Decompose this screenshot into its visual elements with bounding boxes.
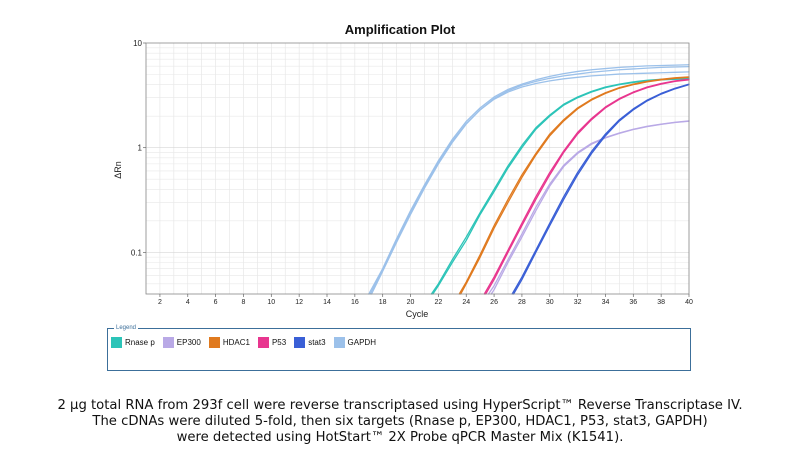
x-tick-label: 8 [242, 299, 246, 306]
curve-p53 [483, 78, 690, 295]
legend-item: HDAC1 [208, 337, 250, 348]
x-tick-label: 12 [295, 299, 303, 306]
curve-stat3 [511, 83, 690, 295]
grid [145, 43, 690, 295]
curve-rnase-p [432, 78, 690, 295]
legend: Legend Rnase p EP300 HDAC1 P53 stat3 GAPDH [107, 323, 691, 371]
x-tick-label: 20 [407, 299, 415, 306]
legend-label: P53 [271, 338, 287, 347]
legend-item: EP300 [162, 337, 201, 348]
x-tick-label: 24 [462, 299, 470, 306]
y-tick-label: 1 [138, 144, 143, 153]
curve-gapdh [368, 64, 690, 295]
curve-gapdh [370, 65, 690, 295]
legend-label: Rnase p [125, 338, 155, 347]
x-tick-label: 18 [379, 299, 387, 306]
amplification-plot: Amplification Plot ΔRn Cycle 2 4 6 8 10 12 14 1… [113, 22, 693, 319]
amplification-curves [368, 64, 690, 295]
x-tick-label: 32 [574, 299, 582, 306]
legend-item: P53 [257, 337, 287, 348]
legend-caption: Legend [114, 323, 139, 333]
curve-ep300 [487, 120, 690, 295]
x-tick-label: 36 [629, 299, 637, 306]
legend-label: GAPDH [347, 338, 376, 347]
caption-line-2: The cDNAs were diluted 5-fold, then six … [92, 414, 708, 429]
x-axis-title: Cycle [406, 309, 429, 319]
curve-rnase-p [430, 77, 690, 295]
y-tick-label: 10 [133, 39, 142, 48]
legend-swatch [294, 337, 306, 348]
legend-swatch [333, 337, 345, 348]
legend-items: Rnase p EP300 HDAC1 P53 stat3 GAPDH [111, 337, 384, 348]
y-tick-label: 0.1 [131, 248, 143, 257]
caption-line-3: were detected using HotStart™ 2X Probe q… [176, 430, 624, 445]
x-tick-label: 40 [685, 299, 693, 306]
legend-swatch [208, 337, 220, 348]
axes: 2 4 6 8 10 12 14 16 18 20 22 24 26 28 30 32 34 36 38 400.11… [131, 39, 693, 306]
curve-ep300 [490, 120, 690, 295]
legend-label: stat3 [308, 338, 326, 347]
legend-swatch [111, 337, 122, 348]
x-tick-label: 16 [351, 299, 359, 306]
x-tick-label: 6 [214, 299, 218, 306]
x-tick-label: 26 [490, 299, 498, 306]
x-tick-label: 28 [518, 299, 526, 306]
x-tick-label: 22 [434, 299, 442, 306]
chart-title: Amplification Plot [345, 22, 456, 37]
x-tick-label: 10 [267, 299, 275, 306]
figure-caption: 2 µg total RNA from 293f cell were rever… [0, 398, 800, 446]
legend-item: GAPDH [333, 337, 376, 348]
legend-swatch [162, 337, 174, 348]
curve-hdac1 [458, 76, 690, 295]
x-tick-label: 14 [323, 299, 331, 306]
legend-item: stat3 [294, 337, 326, 348]
y-axis-title: ΔRn [113, 161, 123, 179]
x-tick-label: 30 [546, 299, 554, 306]
legend-label: HDAC1 [222, 338, 250, 347]
plot-frame [145, 42, 690, 295]
legend-label: EP300 [176, 338, 201, 347]
legend-item: Rnase p [111, 337, 155, 348]
x-tick-label: 34 [602, 299, 610, 306]
x-tick-label: 38 [657, 299, 665, 306]
caption-line-1: 2 µg total RNA from 293f cell were rever… [57, 398, 743, 413]
legend-swatch [257, 337, 269, 348]
x-tick-label: 2 [158, 299, 162, 306]
x-tick-label: 4 [186, 299, 190, 306]
